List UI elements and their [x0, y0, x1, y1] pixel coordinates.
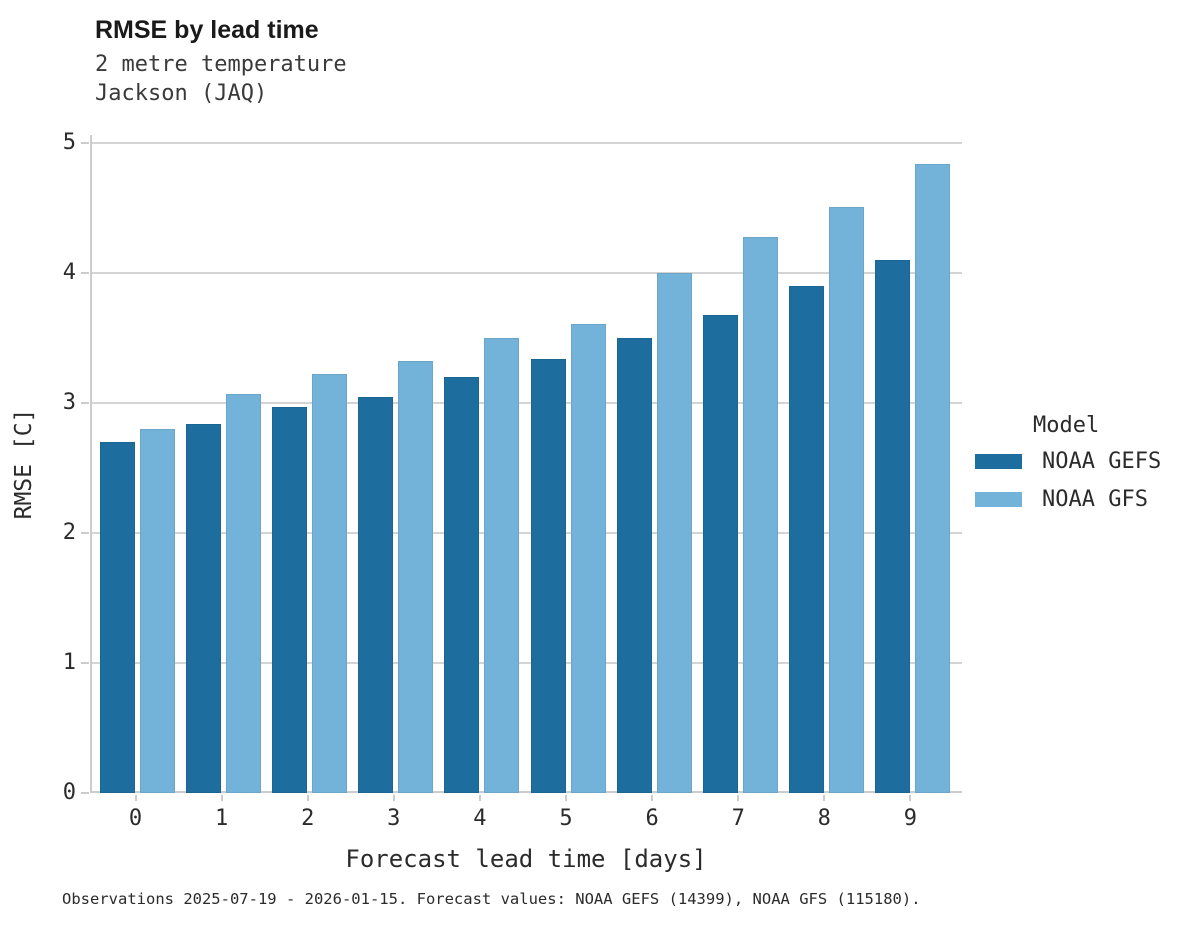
x-tick-label-5: 5	[559, 806, 573, 831]
x-tick-mark-4	[478, 795, 481, 801]
x-tick-label-6: 6	[645, 806, 659, 831]
plot-area	[90, 135, 962, 793]
y-tick-mark-0	[81, 792, 89, 794]
chart-title: RMSE by lead time	[95, 16, 319, 44]
x-tick-label-0: 0	[128, 806, 143, 831]
legend-label-noaa-gefs: NOAA GEFS	[1042, 448, 1162, 474]
bar-noaa-gfs-lead4	[484, 338, 520, 793]
x-tick-mark-6	[651, 795, 654, 801]
x-tick-mark-5	[565, 795, 567, 801]
bar-noaa-gefs-lead0	[100, 442, 135, 793]
x-tick-label-7: 7	[731, 806, 745, 831]
legend-item-noaa-gfs: NOAA GFS	[975, 486, 1185, 512]
x-tick-label-4: 4	[473, 806, 487, 831]
x-tick-mark-7	[737, 795, 740, 801]
chart-subtitle-variable: 2 metre temperature	[95, 52, 347, 77]
bar-noaa-gfs-lead2	[312, 374, 348, 793]
y-tick-label-0: 0	[62, 780, 76, 805]
footnote-caption: Observations 2025-07-19 - 2026-01-15. Fo…	[62, 890, 921, 908]
x-tick-mark-3	[392, 795, 395, 801]
y-tick-label-2: 2	[62, 520, 76, 545]
x-tick-label-3: 3	[387, 806, 401, 831]
y-tick-mark-2	[81, 532, 89, 534]
x-tick-mark-2	[306, 795, 309, 801]
y-tick-label-3: 3	[62, 390, 76, 415]
bar-noaa-gfs-lead9	[914, 163, 950, 793]
bar-noaa-gfs-lead8	[828, 206, 864, 793]
y-tick-label-1: 1	[62, 650, 76, 675]
bar-noaa-gefs-lead2	[272, 406, 308, 793]
bar-noaa-gefs-lead7	[702, 314, 738, 793]
bar-noaa-gfs-lead1	[226, 393, 262, 793]
y-tick-label-5: 5	[62, 130, 76, 155]
x-tick-mark-8	[823, 795, 826, 801]
legend-label-noaa-gfs: NOAA GFS	[1042, 486, 1148, 512]
x-tick-mark-1	[220, 795, 223, 801]
bar-noaa-gefs-lead4	[444, 377, 480, 793]
gridline-y1	[92, 662, 962, 664]
gridline-y4	[92, 272, 962, 274]
y-tick-mark-5	[81, 142, 89, 144]
bar-noaa-gfs-lead6	[656, 273, 692, 793]
gridline-y5	[92, 142, 962, 144]
chart-subtitle-station: Jackson (JAQ)	[95, 81, 268, 106]
y-tick-label-4: 4	[62, 260, 76, 285]
bar-noaa-gefs-lead5	[530, 358, 566, 793]
bar-noaa-gefs-lead8	[788, 286, 824, 793]
gridline-y3	[92, 402, 962, 404]
legend-swatch-noaa-gfs	[975, 491, 1022, 507]
bar-noaa-gfs-lead0	[140, 429, 175, 793]
bar-noaa-gfs-lead7	[742, 236, 778, 793]
legend-title: Model	[1033, 413, 1100, 438]
bar-noaa-gefs-lead6	[616, 338, 652, 793]
x-tick-label-9: 9	[903, 806, 918, 831]
legend-swatch-noaa-gefs	[975, 453, 1022, 469]
bar-noaa-gfs-lead5	[570, 323, 606, 793]
x-tick-label-2: 2	[301, 806, 315, 831]
y-tick-mark-3	[81, 402, 89, 404]
x-axis-title: Forecast lead time [days]	[345, 845, 707, 873]
legend-item-noaa-gefs: NOAA GEFS	[975, 448, 1185, 474]
bar-noaa-gefs-lead1	[186, 423, 222, 793]
bar-noaa-gfs-lead3	[398, 361, 434, 793]
y-tick-mark-1	[81, 662, 89, 664]
bar-noaa-gefs-lead3	[358, 396, 394, 793]
bar-noaa-gefs-lead9	[874, 260, 910, 793]
y-tick-mark-4	[81, 272, 89, 274]
x-tick-mark-9	[909, 795, 912, 801]
y-axis-title: RMSE [C]	[11, 408, 37, 520]
gridline-y2	[92, 532, 962, 534]
x-tick-mark-0	[134, 795, 137, 801]
legend: Model NOAA GEFS NOAA GFS	[975, 413, 1185, 526]
x-tick-label-1: 1	[214, 806, 229, 831]
x-tick-label-8: 8	[817, 806, 831, 831]
